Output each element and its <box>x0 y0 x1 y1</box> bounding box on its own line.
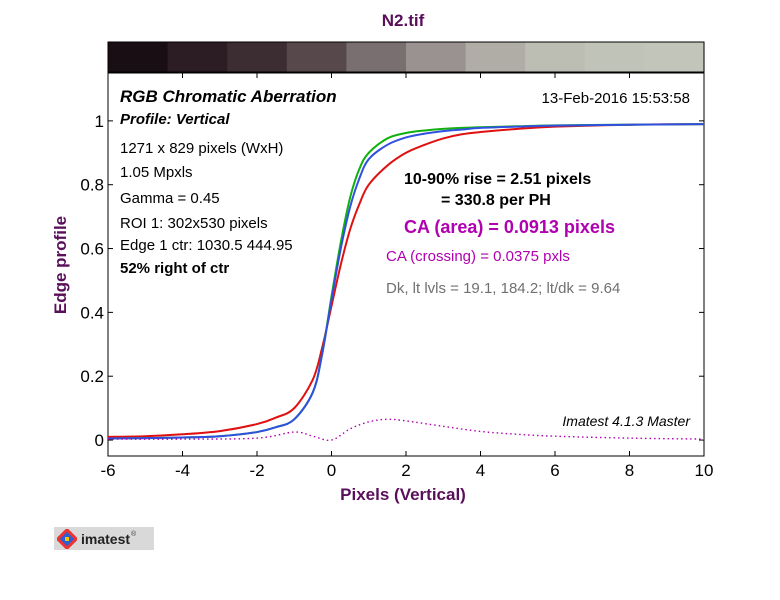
gradient-bar-segment <box>346 42 407 72</box>
y-tick-label: 0.4 <box>80 303 104 322</box>
gradient-bar-segment <box>108 42 169 72</box>
version-annotation: Imatest 4.1.3 Master <box>562 413 691 429</box>
logo-registered-mark: ® <box>131 531 137 538</box>
heading-annotation: RGB Chromatic Aberration <box>120 87 337 106</box>
gradient-bar-segment <box>644 42 705 72</box>
x-tick-label: 0 <box>327 461 336 480</box>
mpxls-annotation: 1.05 Mpxls <box>120 164 193 181</box>
imatest-logo-icon <box>57 528 77 549</box>
y-axis-label: Edge profile <box>51 216 70 314</box>
date-annotation: 13-Feb-2016 15:53:58 <box>542 90 690 107</box>
gradient-bar-segment <box>525 42 586 72</box>
series-line-blue <box>107 123 705 440</box>
x-tick-label: 4 <box>476 461 485 480</box>
x-tick-label: 8 <box>625 461 634 480</box>
y-tick-label: 0.6 <box>80 240 104 259</box>
x-tick-label: -2 <box>249 461 264 480</box>
rise-annotation: 10-90% rise = 2.51 pixels <box>404 171 591 188</box>
gradient-bar-segment <box>406 42 467 72</box>
x-tick-label: 10 <box>695 461 714 480</box>
imatest-logo: imatest ® <box>54 527 154 550</box>
ca-area-annotation: CA (area) = 0.0913 pixels <box>404 217 615 237</box>
chart-title: N2.tif <box>382 11 425 30</box>
gradient-bar-border <box>107 41 705 73</box>
edge-ctr-annotation: Edge 1 ctr: 1030.5 444.95 <box>120 237 293 254</box>
series-layer <box>107 123 705 441</box>
y-tick-label: 0.8 <box>80 176 104 195</box>
y-tick-label: 0 <box>95 431 104 450</box>
y-tick-label: 1 <box>95 112 104 131</box>
x-tick-label: -4 <box>175 461 190 480</box>
gradient-bar <box>107 41 705 73</box>
x-axis-label: Pixels (Vertical) <box>340 485 466 504</box>
x-axis: -6 -4 -2 0 2 4 6 8 10 <box>100 73 713 480</box>
gradient-bar-segment <box>465 42 526 72</box>
logo-text: imatest <box>81 530 131 547</box>
series-line-red <box>107 123 705 438</box>
right-of-ctr-annotation: 52% right of ctr <box>120 260 229 277</box>
roi-annotation: ROI 1: 302x530 pixels <box>120 215 268 232</box>
size-annotation: 1271 x 829 pixels (WxH) <box>120 140 283 157</box>
gradient-bar-segment <box>227 42 288 72</box>
per-ph-annotation: = 330.8 per PH <box>441 192 551 209</box>
levels-annotation: Dk, lt lvls = 19.1, 184.2; lt/dk = 9.64 <box>386 280 620 297</box>
gradient-bar-segment <box>286 42 347 72</box>
gamma-annotation: Gamma = 0.45 <box>120 190 220 207</box>
profile-annotation: Profile: Vertical <box>120 111 230 128</box>
y-tick-label: 0.2 <box>80 367 104 386</box>
x-tick-label: -6 <box>100 461 115 480</box>
gradient-bar-segment <box>584 42 645 72</box>
y-axis: 0 0.2 0.4 0.6 0.8 1 <box>80 112 704 450</box>
x-tick-label: 6 <box>550 461 559 480</box>
x-tick-label: 2 <box>401 461 410 480</box>
gradient-bar-segment <box>167 42 228 72</box>
ca-crossing-annotation: CA (crossing) = 0.0375 pxls <box>386 248 570 265</box>
